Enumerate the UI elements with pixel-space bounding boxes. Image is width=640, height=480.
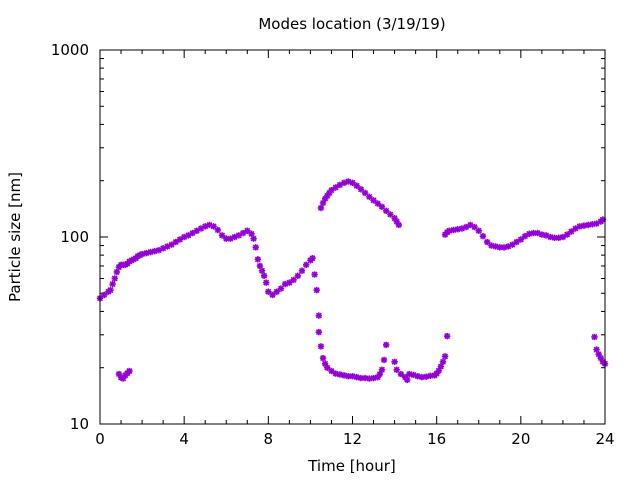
chart-title: Modes location (3/19/19) [258,15,445,33]
data-point [313,286,320,294]
data-point [254,256,262,263]
x-tick-label: 4 [179,430,189,448]
data-point [500,244,508,251]
y-tick-label: 10 [70,415,89,433]
data-point [349,373,356,380]
data-point [250,235,257,242]
data-point [395,221,402,229]
data-point [439,358,447,366]
y-axis-label: Particle size [nm] [6,172,24,302]
data-point [479,232,487,240]
data-point [357,186,365,193]
x-tick-label: 12 [343,430,362,448]
data-point [309,255,316,262]
data-point [349,179,356,186]
x-tick-label: 24 [595,430,614,448]
data-point [214,226,222,234]
data-point [458,225,466,232]
data-point [443,332,451,340]
data-point [109,280,116,288]
data-point [397,370,405,378]
data-point [387,211,394,218]
data-point [298,267,306,274]
y-tick-label: 1000 [51,41,89,59]
x-tick-label: 20 [511,430,530,448]
axis-tick-labels: 0 4 8 12 16 20 24 10 100 1000 [51,41,615,448]
x-axis-label: Time [hour] [307,457,396,475]
x-tick-label: 16 [427,430,446,448]
data-point [391,358,398,366]
data-point [568,228,575,235]
x-tick-label: 8 [264,430,274,448]
data-point [475,227,482,234]
data-point [315,312,323,319]
data-point [509,241,516,248]
data-point [311,271,318,278]
data-point [361,374,369,382]
data-point [393,366,400,373]
data-point [113,268,121,276]
data-point [361,189,369,197]
data-point [107,286,114,294]
data-point [404,376,411,384]
data-point [315,328,323,336]
data-point [450,226,457,234]
data-point [555,234,562,242]
data-point [366,375,373,382]
data-point [252,244,259,251]
data-point [303,261,310,269]
y-tick-label: 100 [60,228,89,246]
data-point [263,279,270,286]
data-points [96,178,609,384]
data-point [471,223,478,231]
x-tick-label: 0 [95,430,105,448]
data-point [319,354,327,362]
data-point [591,333,598,341]
data-point [126,367,133,375]
data-point [382,341,390,349]
data-point [317,204,325,212]
data-point [258,267,266,274]
plot-frame [99,49,606,425]
data-point [277,285,285,292]
data-point [378,366,386,373]
data-point [286,279,293,286]
data-point [290,276,297,284]
data-point [378,203,386,211]
data-point [441,353,449,360]
data-point [294,272,301,280]
data-point [260,272,268,280]
data-point [380,356,388,364]
data-point [244,227,251,234]
data-point [317,343,325,350]
data-point [111,275,118,282]
